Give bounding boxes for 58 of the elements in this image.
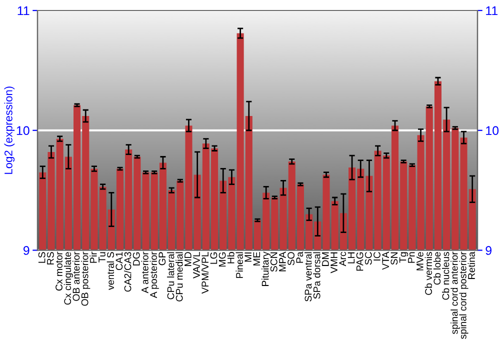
x-tick-label: RS bbox=[46, 252, 54, 264]
x-tick-label: MPA bbox=[279, 252, 286, 272]
x-tick-label: GP bbox=[158, 252, 166, 266]
x-tick-label: A anterior bbox=[141, 252, 148, 294]
x-tick-label: MVe bbox=[416, 252, 424, 270]
x-tick-label: Cx motor bbox=[56, 252, 62, 291]
x-tick-label: SC bbox=[364, 252, 372, 265]
x-tick-label: VA/VL bbox=[192, 252, 200, 278]
y2-tick-label: 9 bbox=[486, 246, 492, 255]
x-tick-label: CA1 bbox=[116, 252, 123, 270]
x-tick-label: Hb bbox=[227, 252, 234, 264]
x-tick-label: MI bbox=[244, 252, 252, 262]
x-tick-label: spinal cord anterior bbox=[450, 252, 460, 334]
x-tick-label: VMH bbox=[330, 252, 338, 274]
x-tick-label: Pn bbox=[408, 252, 415, 263]
x-tick-label: Pa bbox=[296, 252, 304, 263]
x-tick-label: VTA bbox=[382, 252, 389, 270]
x-tick-label: VPM/VPL bbox=[201, 252, 209, 294]
x-tick-label: ME bbox=[253, 252, 260, 266]
y2-tick-label: 11 bbox=[486, 6, 498, 16]
x-tick-label: MG bbox=[218, 252, 226, 266]
x-tick-label: SN bbox=[390, 252, 398, 265]
x-tick-label: DM bbox=[322, 252, 329, 266]
x-tick-label: Arc bbox=[339, 252, 346, 266]
x-tick-label: ventral S bbox=[106, 252, 114, 290]
x-tick-label: SPa dorsal bbox=[313, 252, 320, 299]
x-tick-label: Pituitary bbox=[262, 252, 271, 286]
x-tick-label: Pir bbox=[90, 252, 97, 263]
x-tick-label: CPu medial bbox=[176, 252, 183, 302]
x-tick-label: spinal cord posterior bbox=[459, 252, 468, 339]
x-tick-label: SCN bbox=[270, 252, 278, 272]
y-tick-label: 11 bbox=[18, 6, 30, 16]
y-axis-title: Log2 (expression) bbox=[4, 86, 15, 174]
x-tick-label: SO bbox=[288, 252, 294, 266]
x-tick-label: Tu bbox=[98, 252, 106, 262]
y-tick-label: 10 bbox=[16, 126, 30, 136]
x-tick-label: SPa ventral bbox=[304, 252, 312, 302]
x-tick-label: MD bbox=[184, 252, 192, 266]
x-tick-label: Tg bbox=[399, 252, 408, 263]
x-tick-label: DG bbox=[132, 252, 140, 266]
x-tick-label: Cb vermis bbox=[424, 252, 432, 295]
x-tick-label: IC bbox=[374, 252, 380, 260]
x-tick-label: Cb nucleus bbox=[442, 252, 450, 300]
x-tick-label: LG bbox=[210, 252, 218, 264]
y2-tick-label: 10 bbox=[486, 126, 499, 136]
x-tick-label: Pineal bbox=[236, 252, 243, 278]
x-tick-label: OB posterior bbox=[81, 252, 90, 306]
x-tick-label: Cx cingulate bbox=[64, 252, 73, 305]
x-tick-label: OB anterior bbox=[72, 252, 80, 301]
x-tick-label: LS bbox=[38, 252, 46, 263]
x-tick-label: CPu lateral bbox=[167, 252, 174, 300]
x-tick-label: Retina bbox=[468, 252, 475, 279]
x-tick-label: Cb lobe bbox=[433, 252, 441, 285]
y-tick-label: 9 bbox=[23, 246, 30, 255]
x-tick-label: CA2/CA3 bbox=[124, 252, 132, 292]
x-tick-label: A posterior bbox=[150, 252, 159, 298]
x-tick-label: PAG bbox=[356, 252, 364, 271]
x-tick-label: LH bbox=[348, 252, 355, 264]
